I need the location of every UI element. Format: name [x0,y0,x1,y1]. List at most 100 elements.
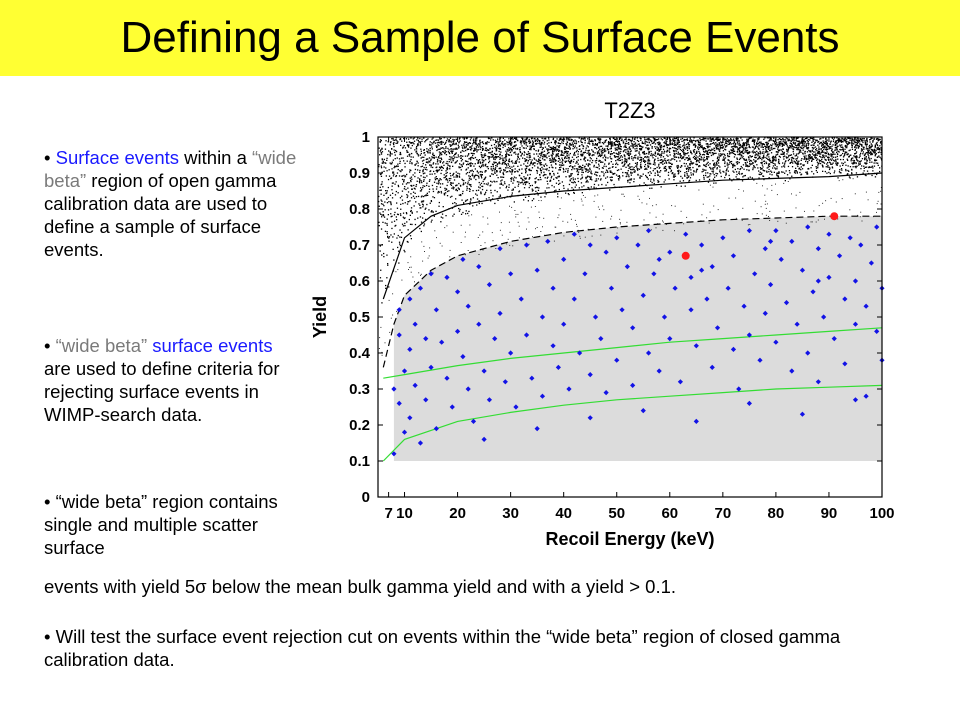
surface-event-point [773,228,779,234]
surface-event-point [746,332,752,338]
surface-event-point [460,354,466,360]
surface-event-point [391,451,397,457]
surface-event-point [852,278,859,284]
surface-event-point [465,386,471,392]
surface-event-point [550,285,556,291]
surface-event-point [677,379,683,385]
chart-title: T2Z3 [604,98,655,123]
surface-event-point [577,350,583,356]
surface-event-point [868,260,874,266]
y-tick-label: 0.9 [349,165,370,182]
surface-event-point [407,415,413,421]
surface-event-point [656,256,662,262]
surface-event-point [874,328,880,334]
surface-event-point [699,267,705,273]
bullet-text: within a [179,147,253,168]
surface-event-point [539,393,546,399]
surface-event-point [566,386,572,392]
bullet-text: Will test the surface event rejection cu… [44,626,841,670]
surface-event-point [767,282,774,288]
bullet-wide-beta-region: • “wide beta” region contains single and… [44,490,300,559]
surface-event-point [741,303,747,309]
surface-event-point [417,285,424,291]
bullet-marker: • [44,491,51,512]
reference-curve-3 [382,384,882,462]
surface-event-point [492,336,498,342]
surface-event-point [736,386,742,392]
surface-event-point [799,267,806,273]
x-tick-label: 20 [449,505,466,522]
surface-event-point [725,285,731,291]
wide-beta-region [393,216,882,461]
surface-event-point [396,307,402,313]
surface-event-point [417,440,424,446]
surface-event-point [842,361,848,367]
surface-event-point [661,314,668,320]
surface-event-point [460,256,466,262]
surface-event-point [423,397,429,403]
surface-event-point [523,242,530,248]
surface-event-point [444,375,450,381]
surface-event-point [651,271,657,277]
bullet-wide-beta-continuation: events with yield 5σ below the mean bulk… [44,575,924,598]
bullet-text: events with yield 5σ below the mean bulk… [44,576,677,597]
surface-event-point [815,379,821,385]
surface-event-point [603,390,609,396]
surface-event-point [672,285,678,291]
surface-event-point [683,231,689,237]
surface-event-point [640,408,646,414]
x-tick-label: 70 [714,505,731,522]
bullet-text: are used to define criteria for rejectin… [44,358,280,425]
surface-event-point [587,415,593,421]
surface-event-point [523,332,530,338]
surface-event-point [444,274,450,280]
bullet-text: “wide beta” region contains single and m… [44,491,278,558]
x-tick-label: 90 [821,505,838,522]
surface-event-point [412,321,418,327]
surface-event-point [783,300,790,306]
surface-event-point [592,314,599,320]
y-tick-label: 0.3 [349,381,370,398]
surface-event-point [502,379,508,385]
y-tick-label: 0.7 [349,237,370,254]
surface-event-point [614,235,620,241]
surface-event-point [842,296,848,302]
surface-event-point [693,418,699,424]
surface-event-point [508,350,514,356]
x-tick-label: 50 [608,505,625,522]
surface-event-point [454,289,461,295]
surface-event-point [730,346,737,352]
y-tick-label: 1 [362,129,370,146]
surface-event-point [688,307,694,313]
surface-event-point [481,368,487,374]
surface-event-point [656,368,662,374]
surface-event-point [433,307,439,313]
highlighted-event-point [681,251,690,260]
surface-event-point [630,325,636,331]
surface-event-point [789,238,795,244]
surface-event-point [401,429,408,435]
surface-event-point [497,310,503,316]
reference-curve-0 [382,172,882,300]
surface-event-point [667,249,673,255]
surface-event-point [401,368,408,374]
y-tick-label: 0 [362,489,370,506]
x-tick-label: 10 [396,505,413,522]
surface-event-point [757,357,763,363]
reference-curve-1 [382,215,882,368]
x-tick-label: 100 [869,505,894,522]
surface-event-point [852,321,859,327]
surface-event-point [608,285,615,291]
surface-event-point [470,418,477,424]
surface-event-point [407,296,413,302]
surface-event-point [773,339,779,345]
surface-event-point [789,368,795,374]
bulk-gamma-band [378,137,882,356]
x-tick-label: 60 [661,505,678,522]
surface-event-point [858,242,864,248]
bullet-text: “wide beta” [44,147,297,191]
surface-event-point [428,271,434,277]
x-tick-label: 30 [502,505,519,522]
surface-event-point [486,282,493,288]
bullet-marker: • [44,147,51,168]
